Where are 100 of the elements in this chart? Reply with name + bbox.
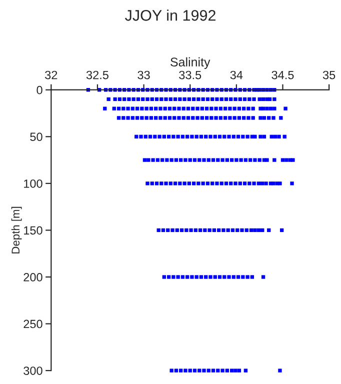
point bbox=[180, 228, 184, 232]
point bbox=[168, 182, 172, 186]
x-tick-label: 34.5 bbox=[272, 70, 294, 80]
point bbox=[279, 116, 283, 120]
point bbox=[265, 106, 269, 110]
point bbox=[173, 97, 178, 102]
point bbox=[164, 97, 168, 102]
point bbox=[139, 134, 143, 138]
y-axis-title: Depth [m] bbox=[11, 206, 22, 254]
point bbox=[282, 134, 286, 138]
point bbox=[237, 116, 242, 120]
point bbox=[135, 106, 140, 110]
point bbox=[215, 97, 219, 102]
point bbox=[149, 106, 154, 110]
y-tick-label: 200 bbox=[24, 273, 42, 282]
point bbox=[253, 158, 257, 162]
point bbox=[204, 275, 208, 279]
point bbox=[164, 182, 168, 186]
point bbox=[268, 97, 272, 102]
point bbox=[246, 106, 250, 110]
point bbox=[186, 106, 190, 110]
point bbox=[261, 275, 266, 279]
point bbox=[173, 182, 178, 186]
point bbox=[267, 116, 271, 120]
point bbox=[185, 275, 190, 279]
point bbox=[223, 106, 228, 110]
point bbox=[196, 97, 200, 102]
point bbox=[226, 228, 230, 232]
point bbox=[149, 116, 154, 120]
point bbox=[201, 182, 205, 186]
point bbox=[240, 228, 244, 232]
point bbox=[212, 228, 216, 232]
point bbox=[242, 116, 246, 120]
point bbox=[225, 158, 229, 162]
point bbox=[248, 97, 252, 102]
point bbox=[187, 97, 192, 102]
point bbox=[192, 158, 197, 162]
point bbox=[116, 116, 121, 120]
point bbox=[170, 368, 174, 372]
point bbox=[172, 134, 176, 138]
point bbox=[258, 116, 262, 120]
point bbox=[184, 158, 188, 162]
point bbox=[230, 158, 234, 162]
point bbox=[172, 275, 176, 279]
point bbox=[182, 106, 186, 110]
point bbox=[280, 158, 285, 162]
point bbox=[192, 182, 196, 186]
point bbox=[185, 134, 190, 138]
point bbox=[106, 97, 110, 102]
point bbox=[256, 182, 260, 186]
point bbox=[144, 106, 148, 110]
point bbox=[222, 228, 226, 232]
point bbox=[204, 116, 209, 120]
point bbox=[180, 275, 185, 279]
x-tick-label: 32.5 bbox=[86, 70, 108, 80]
point bbox=[166, 134, 171, 138]
y-tick-label: 300 bbox=[24, 366, 42, 375]
point bbox=[153, 134, 157, 138]
point bbox=[146, 182, 150, 186]
point bbox=[116, 106, 121, 110]
point bbox=[246, 134, 250, 138]
point bbox=[252, 182, 256, 186]
point bbox=[228, 106, 232, 110]
point bbox=[264, 182, 268, 186]
point bbox=[182, 182, 186, 186]
point bbox=[260, 228, 264, 232]
point bbox=[156, 158, 160, 162]
y-tick-label: 50 bbox=[30, 132, 42, 142]
y-tick-label: 0 bbox=[36, 86, 42, 94]
point bbox=[222, 275, 226, 279]
point bbox=[258, 158, 262, 162]
point bbox=[182, 116, 186, 120]
point bbox=[268, 106, 273, 110]
point bbox=[251, 106, 255, 110]
point bbox=[122, 106, 126, 110]
point bbox=[176, 134, 180, 138]
y-tick-label: 250 bbox=[24, 320, 42, 328]
point bbox=[267, 228, 271, 232]
point bbox=[198, 158, 202, 162]
point bbox=[291, 158, 295, 162]
point bbox=[232, 106, 236, 110]
point bbox=[184, 368, 188, 372]
point bbox=[220, 182, 224, 186]
point bbox=[172, 106, 176, 110]
point bbox=[148, 134, 152, 138]
point bbox=[196, 106, 200, 110]
point bbox=[203, 228, 207, 232]
point bbox=[214, 116, 218, 120]
point bbox=[160, 158, 164, 162]
point bbox=[242, 97, 247, 102]
point bbox=[210, 182, 214, 186]
point bbox=[176, 275, 180, 279]
point bbox=[227, 275, 231, 279]
point bbox=[206, 368, 210, 372]
point bbox=[248, 182, 252, 186]
point bbox=[141, 97, 145, 102]
point bbox=[158, 106, 162, 110]
point bbox=[158, 134, 162, 138]
point bbox=[229, 97, 233, 102]
point bbox=[146, 158, 150, 162]
